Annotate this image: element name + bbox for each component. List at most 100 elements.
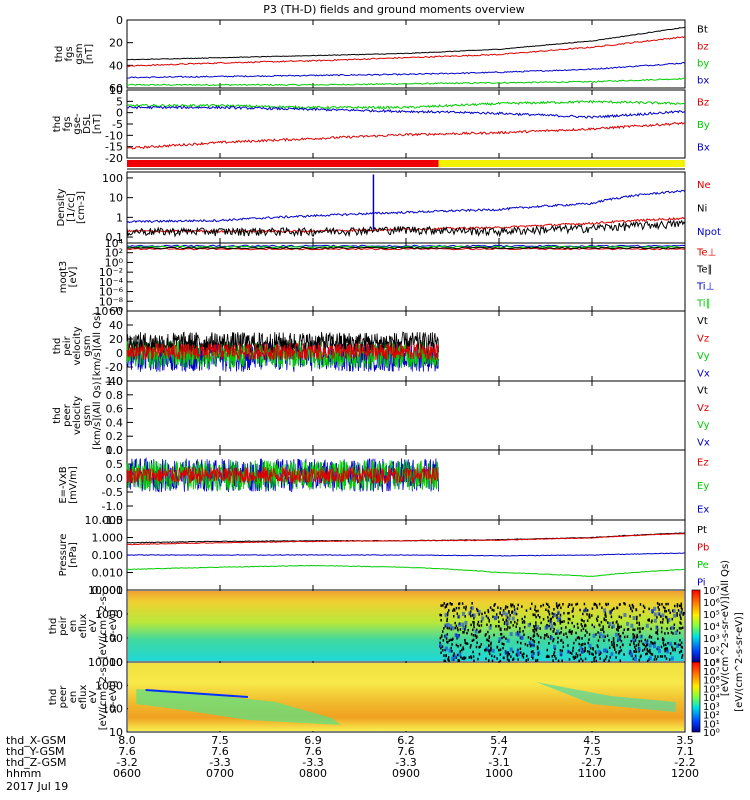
- spectrogram-low: [468, 611, 472, 616]
- spectrogram-low: [516, 649, 520, 654]
- spectrogram-low: [612, 624, 616, 629]
- spectrogram-dropout: [604, 635, 606, 639]
- spectrogram-dropout: [464, 641, 467, 644]
- spectrogram-dropout: [450, 646, 452, 650]
- spectrogram-dropout: [612, 639, 615, 642]
- spectrogram-dropout: [681, 656, 683, 659]
- spectrogram-dropout: [664, 654, 666, 658]
- spectrogram-low: [657, 649, 661, 654]
- y-tick-label: 0: [116, 347, 123, 360]
- spectrogram-dropout: [521, 605, 523, 608]
- spectrogram-dropout: [488, 635, 491, 638]
- spectrogram-dropout: [568, 630, 570, 634]
- legend-Vz: Vz: [697, 333, 709, 344]
- spectrogram-low: [559, 651, 563, 656]
- spectrogram-dropout: [476, 635, 478, 638]
- x-tick-label: 0900: [392, 767, 420, 780]
- y-tick-label: 40: [109, 319, 123, 332]
- spectrogram-dropout: [452, 614, 455, 618]
- spectrogram-dropout: [632, 628, 634, 631]
- spectrogram-dropout: [566, 635, 568, 639]
- spectrogram-dropout: [559, 649, 562, 652]
- colorbar-tick: 10³: [703, 634, 720, 645]
- spectrogram-dropout: [497, 606, 499, 609]
- y-axis-label: thdpeervelocitygsm[km/s](All Qs): [52, 381, 103, 449]
- spectrogram-dropout: [535, 624, 537, 627]
- spectrogram-dropout: [681, 646, 684, 649]
- spectrogram-dropout: [548, 605, 550, 609]
- spectrogram-low: [536, 625, 540, 630]
- spectrogram-dropout: [519, 627, 521, 630]
- spectrogram-dropout: [569, 651, 572, 655]
- spectrogram-low: [506, 621, 510, 626]
- spectrogram-dropout: [548, 642, 550, 645]
- spectrogram-low: [670, 625, 674, 630]
- spectrogram-dropout: [654, 641, 656, 645]
- spectrogram-low: [520, 635, 524, 640]
- spectrogram-dropout: [618, 635, 621, 639]
- spectrogram-dropout: [499, 627, 502, 630]
- colorbar-tick: 10²: [703, 646, 720, 657]
- spectrogram-dropout: [629, 606, 632, 610]
- spectrogram-dropout: [678, 651, 681, 654]
- spectrogram-dropout: [459, 643, 462, 647]
- spectrogram-dropout: [592, 653, 595, 656]
- spectrogram-dropout: [469, 646, 472, 649]
- spectrogram-dropout: [597, 645, 599, 649]
- spectrogram-dropout: [583, 624, 586, 628]
- spectrogram-low: [656, 646, 660, 651]
- spectrogram-dropout: [446, 613, 449, 617]
- spectrogram-low: [653, 618, 657, 623]
- spectrogram-dropout: [665, 616, 668, 619]
- spectrogram-dropout: [508, 611, 510, 614]
- spectrogram-dropout: [618, 615, 621, 619]
- y-tick-label: 5: [116, 95, 123, 108]
- spectrogram-dropout: [619, 645, 622, 649]
- colorbar-tick: 10⁶: [703, 598, 720, 609]
- spectrogram-dropout: [584, 657, 587, 661]
- spectrogram-dropout: [440, 618, 442, 622]
- spectrogram-dropout: [503, 635, 505, 639]
- series-Ez: [126, 466, 439, 485]
- spectrogram-dropout: [655, 631, 657, 634]
- spectrogram-dropout: [565, 626, 567, 629]
- spectrogram-dropout: [537, 646, 539, 650]
- y-axis-label-line: gsm: [74, 43, 85, 64]
- spectrogram-low: [517, 632, 521, 637]
- x-tick-label: 6.2: [397, 734, 415, 747]
- spectrogram-dropout: [468, 656, 471, 659]
- spectrogram-dropout: [565, 632, 567, 635]
- spectrogram-dropout: [618, 650, 621, 653]
- spectrogram-dropout: [635, 636, 638, 639]
- spectrogram-dropout: [649, 648, 651, 652]
- spectrogram-dropout: [618, 603, 621, 606]
- spectrogram-dropout: [526, 644, 529, 647]
- spectrogram-dropout: [458, 659, 461, 662]
- x-tick-label: 1000: [485, 767, 513, 780]
- spectrogram-dropout: [522, 630, 524, 633]
- spectrogram-dropout: [473, 623, 475, 626]
- spectrogram-dropout: [676, 612, 678, 615]
- spectrogram-dropout: [553, 608, 555, 611]
- spectrogram-dropout: [603, 630, 605, 634]
- spectrogram-dropout: [681, 654, 684, 657]
- spectrogram-dropout: [600, 628, 602, 631]
- spectrogram-dropout: [567, 621, 570, 625]
- spectrogram-dropout: [633, 645, 636, 649]
- spectrogram-low: [674, 630, 678, 635]
- series-Ni: [126, 219, 686, 238]
- spectrogram-dropout: [634, 639, 637, 642]
- spectrogram-dropout: [548, 655, 550, 658]
- spectrogram-dropout: [498, 640, 500, 643]
- spectrogram-dropout: [651, 641, 654, 645]
- spectrogram-dropout: [557, 640, 559, 644]
- spectrogram-dropout: [506, 616, 509, 619]
- spectrogram-dropout: [595, 659, 598, 663]
- y-tick-label: 10⁻²: [99, 266, 123, 279]
- spectrogram-dropout: [620, 639, 623, 643]
- spectrogram-dropout: [578, 659, 580, 663]
- legend-Pb: Pb: [697, 542, 709, 553]
- spectrogram-dropout: [467, 628, 469, 632]
- spectrogram-low: [531, 653, 535, 658]
- spectrogram-dropout: [626, 628, 629, 631]
